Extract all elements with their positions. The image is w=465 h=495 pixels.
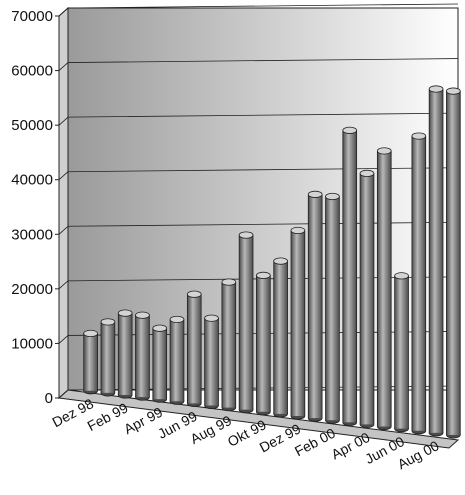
y-tick-label: 50000	[11, 117, 53, 134]
bar-body	[429, 89, 443, 433]
y-tick-label: 30000	[11, 226, 53, 243]
gridline-side	[58, 171, 69, 181]
y-tick-label: 40000	[11, 172, 53, 189]
bar	[290, 226, 306, 420]
gridline	[67, 167, 459, 173]
bar-top	[273, 257, 288, 265]
bar-top	[135, 311, 150, 319]
bar	[307, 190, 323, 422]
gridline	[67, 112, 459, 118]
bar-top	[83, 329, 98, 338]
bar	[117, 309, 133, 399]
bar-body	[291, 230, 305, 417]
bar-body	[256, 275, 271, 412]
y-tick-label: 20000	[11, 281, 53, 298]
bar	[446, 87, 461, 439]
y-tick-label: 10000	[11, 335, 53, 352]
bar-body	[342, 130, 357, 423]
bar-top	[342, 126, 358, 134]
bar-top	[411, 132, 427, 140]
bar	[186, 290, 202, 407]
bar-body	[187, 294, 202, 404]
bar-top	[117, 309, 133, 317]
gridline-side	[58, 225, 69, 235]
bar-top	[376, 147, 392, 155]
bar-top	[169, 315, 185, 324]
bar-body	[204, 318, 219, 406]
bar-body	[360, 173, 374, 425]
bar-top	[307, 190, 323, 198]
bar	[428, 85, 444, 437]
bar-body	[83, 333, 98, 391]
gridline-side	[58, 280, 69, 290]
bar	[394, 272, 409, 433]
bar	[411, 132, 427, 435]
bars	[83, 85, 461, 439]
bar-body	[273, 261, 288, 414]
bar-body	[411, 136, 426, 431]
bar-body	[446, 91, 461, 435]
y-tick-label: 70000	[11, 8, 53, 25]
bar-body	[239, 235, 253, 410]
bar	[169, 315, 185, 405]
bar-top	[394, 272, 409, 280]
bar-body	[170, 319, 184, 402]
bar-body	[152, 328, 167, 400]
bar	[359, 169, 375, 429]
bar-top	[428, 85, 444, 93]
bar-body	[325, 196, 340, 421]
y-tick-label: 0	[45, 390, 53, 407]
bar-top	[325, 192, 340, 201]
bar-top	[256, 271, 271, 279]
bar-body	[394, 275, 409, 429]
bar-top	[238, 231, 254, 239]
bar-body	[118, 313, 133, 395]
bar	[376, 147, 392, 431]
bar-top	[100, 318, 116, 326]
gridline-side	[58, 116, 69, 126]
bar	[100, 318, 116, 397]
gridline-side	[58, 389, 69, 399]
y-tick-label: 60000	[11, 63, 53, 80]
y-axis: 0 10000 20000 30000 40000 50000 60000 70000	[11, 8, 59, 407]
bar	[342, 126, 358, 426]
bar-top	[204, 314, 219, 322]
bar-top	[152, 324, 168, 332]
bar	[325, 192, 340, 424]
bar	[135, 311, 150, 401]
gridline	[67, 221, 459, 227]
bar-body	[221, 282, 236, 408]
gridline-side	[58, 335, 69, 344]
gridline-side	[58, 62, 69, 71]
gridline-side	[58, 7, 69, 17]
bar-top	[221, 278, 237, 286]
bar	[221, 278, 237, 412]
bar-top	[186, 290, 202, 298]
gridline	[67, 58, 459, 63]
bar	[273, 257, 288, 418]
bar	[238, 231, 254, 414]
bar-body	[308, 194, 323, 419]
bar-body	[101, 321, 115, 393]
bar	[204, 314, 219, 410]
bar-body	[377, 150, 392, 427]
bar-body	[135, 315, 150, 398]
bar-top	[359, 169, 375, 177]
bar-top	[446, 87, 461, 95]
bar	[256, 271, 271, 416]
gridline	[67, 3, 459, 9]
bar-top	[290, 226, 306, 235]
bar	[83, 329, 98, 395]
bar	[152, 324, 168, 403]
